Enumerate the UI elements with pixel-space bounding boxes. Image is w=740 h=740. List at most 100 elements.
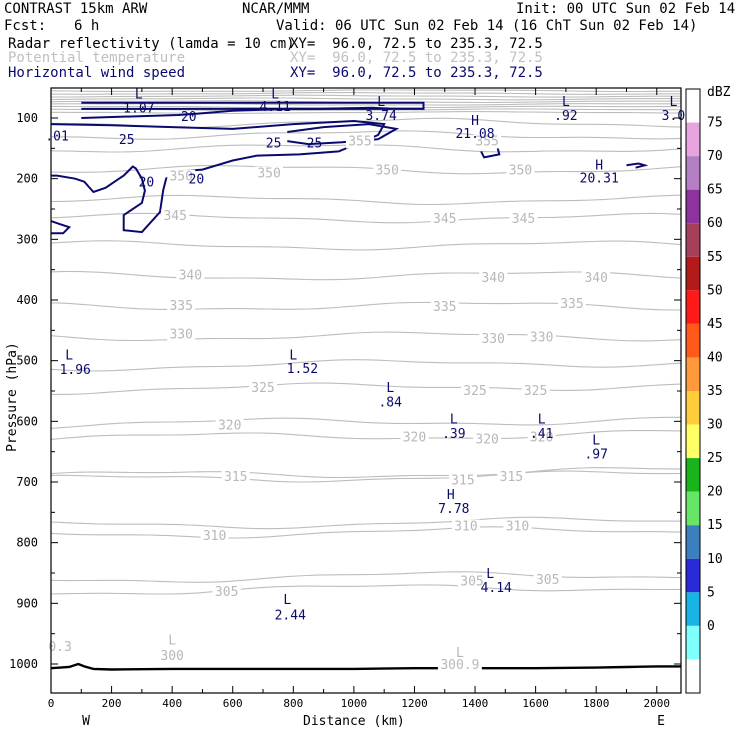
colorbar-label: 10 [707,552,723,567]
theta-label-bg [527,430,556,445]
theta-label: 330 [169,327,192,342]
theta-label: 350 [257,167,280,182]
wind-label: L [377,95,385,110]
theta-label-bg [161,209,190,224]
wind-label: L [386,381,394,396]
colorbar-label: 55 [707,250,723,265]
field-xy-theta: XY= 96.0, 72.5 to 235.3, 72.5 [290,50,543,66]
theta-label-bg [506,163,535,178]
theta-line [51,89,681,93]
wind-label: 25 [307,136,323,151]
wind-label: 2.44 [275,608,306,623]
colorbar-band [686,625,700,660]
wind-label: L [486,567,494,582]
theta-label: 300 [160,649,183,664]
colorbar-band [686,290,700,324]
theta-line [51,130,681,140]
wind-label: 25 [119,133,135,148]
x-tick-label: 1600 [522,697,549,710]
y-tick-label: 600 [16,414,38,428]
wind-label: 25 [266,136,282,151]
wind-label: 4.14 [481,581,512,596]
wind-label: 4.11 [259,100,290,115]
theta-label-bg [448,473,477,488]
colorbar-label: 5 [707,585,715,600]
wind-label: 1.07 [123,102,154,117]
theta-label-bg [451,519,480,534]
field-label-reflectivity: Radar reflectivity (lamda = 10 cm) [8,36,295,52]
theta-label-bg [255,166,284,181]
x-tick-label: 1000 [341,697,368,710]
y-tick-label: 900 [16,596,38,610]
y-tick-label: 700 [16,475,38,489]
colorbar-band [686,189,700,224]
theta-label-bg [176,268,205,283]
wind-label: 1.52 [287,362,318,377]
colorbar-label: 0 [707,619,715,634]
wind-contour-20 [626,162,649,169]
x-axis-label: Distance (km) [303,714,405,729]
theta-label-bg [437,658,482,672]
colorbar-label: 60 [707,216,723,231]
wind-label: .97 [584,447,607,462]
west-label: W [82,714,90,729]
theta-label: 310 [454,520,477,535]
x-tick-label: 800 [283,697,303,710]
center-label: NCAR/MMM [242,1,310,17]
field-label-wind: Horizontal wind speed [8,65,186,81]
wind-contour-20 [81,101,425,110]
theta-label-bg [167,327,196,342]
wind-label: 3.0 [662,109,685,124]
colorbar-band [686,357,700,391]
colorbar-label: 15 [707,518,723,533]
theta-label-bg [373,163,402,178]
colorbar-band [686,256,700,291]
theta-label-bg [430,212,459,227]
field-xy-reflectivity: XY= 96.0, 72.5 to 235.3, 72.5 [290,36,543,52]
wind-label: L [450,412,458,427]
theta-label: 315 [224,470,247,485]
theta-line [51,571,681,583]
x-tick-label: 600 [223,697,243,710]
theta-label: L [168,634,176,649]
fcst-label: Fcst: [4,18,47,34]
theta-label: 340 [481,271,504,286]
wind-label: L [283,593,291,608]
theta-line [51,97,681,101]
valid-time: Valid: 06 UTC Sun 02 Feb 14 (16 ChT Sun … [276,18,698,34]
theta-label-bg [479,270,508,285]
theta-label-bg [215,418,244,433]
theta-label: 310 [506,520,529,535]
theta-label-bg [509,212,538,227]
wind-label: H [447,488,455,503]
wind-label: L [670,95,678,110]
theta-label-bg [200,528,229,543]
theta-line [51,301,681,311]
theta-line [51,194,681,206]
wind-label: 3.74 [365,109,396,124]
colorbar-band [686,156,700,190]
theta-line [51,212,681,224]
colorbar-band [686,491,700,526]
theta-line [51,270,681,281]
y-tick-label: 800 [16,536,38,550]
wind-label: .41 [530,427,553,442]
theta-line [51,165,681,175]
theta-line [51,94,681,98]
wind-label: L [65,349,73,364]
theta-label-bg [473,134,502,149]
field-xy-wind: XY= 96.0, 72.5 to 235.3, 72.5 [290,65,543,81]
theta-label-bg [479,332,508,347]
theta-line [51,516,681,530]
theta-label-bg [503,519,532,534]
theta-label: 335 [560,297,583,312]
theta-line [51,92,681,95]
colorbar-bottom [686,659,700,693]
theta-label: 320 [403,431,426,446]
theta-label-bg [212,585,241,600]
x-tick-label: 200 [102,697,122,710]
theta-label-bg [527,330,556,345]
